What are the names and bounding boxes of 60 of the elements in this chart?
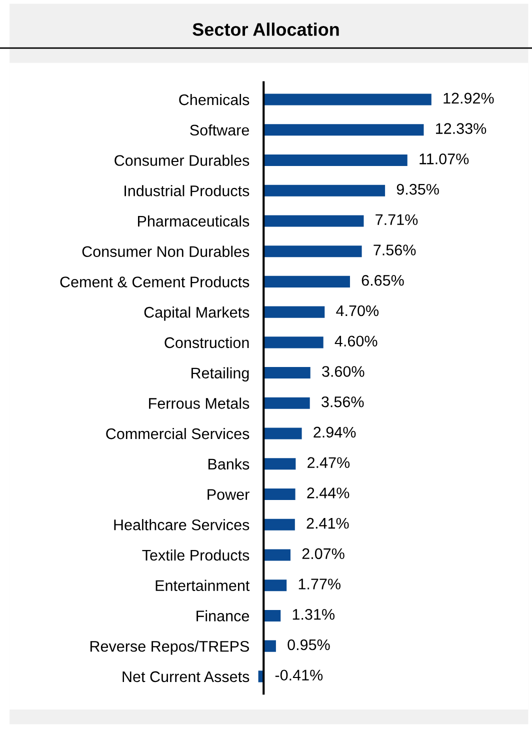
- data-label: 2.47%: [308, 457, 350, 468]
- data-label: 9.35%: [396, 184, 439, 195]
- data-label: 2.94%: [314, 426, 356, 438]
- bar: [264, 518, 295, 530]
- y-tick-label: Capital Markets: [144, 306, 250, 321]
- y-tick-label: Construction: [164, 336, 249, 348]
- bar: [264, 580, 287, 592]
- bar: [264, 610, 281, 622]
- data-label: 2.07%: [302, 548, 344, 560]
- data-label: 6.65%: [362, 274, 404, 286]
- bar: [264, 276, 350, 288]
- bar: [264, 94, 432, 106]
- bar: [264, 154, 408, 166]
- data-label: 7.56%: [374, 244, 416, 256]
- y-tick-label: Industrial Products: [124, 185, 250, 196]
- data-label: 1.77%: [298, 578, 340, 590]
- bar: [264, 336, 324, 348]
- bar: [264, 488, 296, 500]
- data-label: 0.95%: [288, 639, 330, 650]
- data-label: 4.70%: [336, 305, 379, 316]
- y-tick-label: Consumer Non Durables: [82, 246, 250, 258]
- data-label: -0.41%: [275, 670, 323, 681]
- data-label: 2.41%: [306, 518, 349, 529]
- y-tick-label: Banks: [208, 458, 250, 470]
- bar: [264, 306, 325, 318]
- y-tick-label: Consumer Durables: [114, 154, 250, 166]
- data-label: 3.56%: [322, 396, 364, 408]
- y-tick-label: Commercial Services: [106, 428, 250, 440]
- data-label: 12.33%: [436, 123, 486, 134]
- y-tick-label: Healthcare Services: [114, 519, 250, 530]
- y-tick-label: Textile Products: [142, 549, 250, 561]
- y-tick-label: Net Current Assets: [122, 671, 250, 682]
- bar: [264, 428, 302, 440]
- data-label: 7.71%: [376, 214, 418, 226]
- y-tick-label: Retailing: [191, 367, 249, 382]
- bar: [264, 397, 310, 409]
- data-label: 12.92%: [444, 92, 494, 104]
- data-label: 11.07%: [420, 154, 469, 164]
- y-tick-label: Ferrous Metals: [149, 398, 250, 409]
- y-tick-label: Power: [208, 489, 250, 500]
- y-tick-label: Finance: [196, 610, 250, 622]
- bar: [264, 549, 290, 561]
- y-tick-label: Cement & Cement Products: [60, 276, 250, 288]
- data-label: 2.44%: [307, 488, 350, 498]
- data-label: 1.31%: [292, 608, 335, 620]
- bar: [264, 640, 276, 652]
- bar: [264, 184, 386, 196]
- y-tick-label: Software: [190, 124, 250, 136]
- bar: [264, 458, 296, 470]
- y-tick-label: Reverse Repos/TREPS: [90, 640, 249, 655]
- data-label: 4.60%: [334, 336, 378, 347]
- y-tick-label: Pharmaceuticals: [138, 215, 250, 227]
- bar: [264, 367, 310, 379]
- bar: [264, 215, 364, 227]
- chart-title: Sector Allocation: [192, 22, 339, 36]
- bar: [264, 124, 424, 136]
- bar: [264, 246, 362, 258]
- y-tick-label: Chemicals: [179, 94, 250, 106]
- y-tick-label: Entertainment: [156, 580, 250, 592]
- data-label: 3.60%: [322, 366, 364, 377]
